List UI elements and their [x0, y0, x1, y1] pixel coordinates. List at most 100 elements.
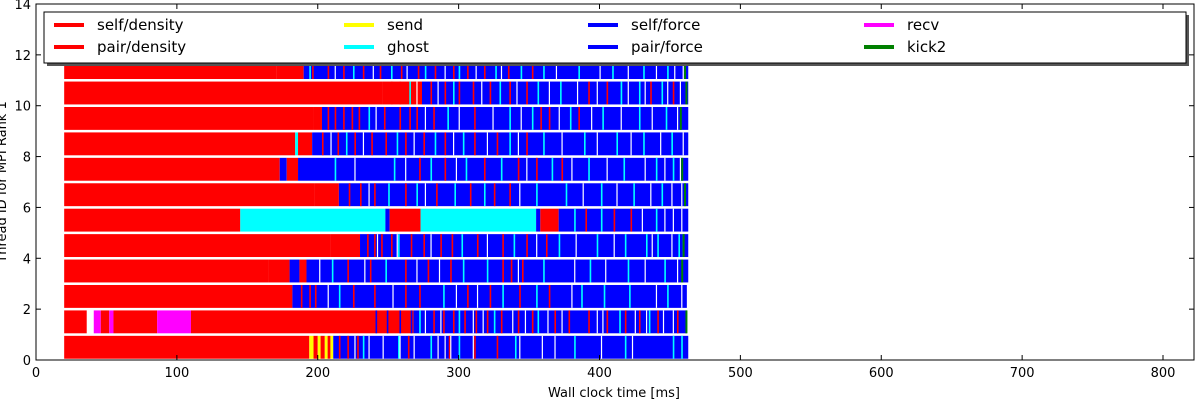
y-axis-label: Thread ID for MPI Rank 1 [0, 101, 10, 263]
task-sliver [596, 310, 598, 334]
task-sliver [405, 157, 407, 181]
task-bar [330, 335, 334, 359]
x-tick-label: 0 [32, 366, 40, 381]
thread-bars [64, 56, 689, 359]
task-sliver [486, 259, 489, 283]
task-sliver [655, 284, 658, 308]
task-sliver [547, 310, 549, 334]
task-sliver [334, 106, 337, 130]
task-sliver [405, 183, 407, 207]
x-tick-label: 200 [305, 366, 330, 381]
task-sliver [330, 132, 332, 156]
task-sliver [681, 335, 683, 359]
task-sliver [679, 157, 682, 181]
task-sliver [507, 56, 510, 80]
task-sliver [352, 56, 355, 80]
task-sliver [596, 81, 598, 105]
task-sliver [516, 81, 518, 105]
task-sliver [474, 132, 476, 156]
task-sliver [619, 310, 621, 334]
task-sliver [409, 106, 411, 130]
task-sliver [510, 259, 513, 283]
task-sliver [495, 56, 497, 80]
task-sliver [630, 132, 632, 156]
task-sliver [450, 335, 452, 359]
task-bar [64, 259, 269, 283]
legend-label: self/force [631, 16, 700, 34]
task-sliver [476, 234, 479, 258]
task-sliver [613, 208, 616, 232]
task-sliver [472, 335, 474, 359]
task-sliver [410, 234, 413, 258]
task-sliver [399, 335, 401, 359]
task-sliver [571, 157, 573, 181]
task-sliver [517, 310, 520, 334]
task-sliver [381, 234, 383, 258]
task-sliver [438, 259, 441, 283]
task-sliver [638, 106, 641, 130]
task-bar [324, 335, 328, 359]
task-sliver [657, 310, 659, 334]
task-sliver [300, 284, 303, 308]
task-sliver [620, 81, 623, 105]
task-sliver [416, 259, 418, 283]
task-sliver [331, 259, 334, 283]
task-sliver [451, 234, 454, 258]
task-sliver [624, 234, 627, 258]
task-sliver [424, 106, 427, 130]
task-sliver [362, 335, 365, 359]
task-sliver [436, 183, 438, 207]
task-sliver [482, 310, 484, 334]
legend-box [43, 11, 1187, 64]
task-sliver [651, 106, 653, 130]
task-sliver [474, 335, 476, 359]
task-sliver [602, 106, 604, 130]
task-sliver [452, 81, 455, 105]
task-bar [389, 208, 421, 232]
task-sliver [367, 234, 369, 258]
task-sliver [321, 132, 324, 156]
task-bar [279, 157, 287, 181]
task-bar [420, 208, 537, 232]
task-bar [292, 284, 687, 308]
task-sliver [461, 234, 464, 258]
task-sliver [368, 183, 370, 207]
task-bar [338, 183, 689, 207]
task-bar [314, 183, 339, 207]
task-sliver [416, 183, 418, 207]
task-sliver [406, 56, 408, 80]
task-sliver [343, 56, 345, 80]
task-sliver [676, 310, 679, 334]
task-sliver [486, 132, 489, 156]
task-bar [289, 259, 300, 283]
task-sliver [419, 310, 421, 334]
task-sliver [399, 81, 402, 105]
task-sliver [399, 106, 402, 130]
task-bar [327, 335, 331, 359]
task-sliver [645, 234, 648, 258]
task-sliver [588, 310, 590, 334]
task-sliver [430, 335, 433, 359]
task-bar [64, 310, 87, 334]
task-sliver [630, 208, 633, 232]
task-sliver [443, 310, 445, 334]
task-bar [295, 132, 299, 156]
x-tick-label: 800 [1151, 366, 1176, 381]
task-sliver [385, 132, 387, 156]
task-sliver [674, 56, 676, 80]
task-sliver [486, 310, 489, 334]
kick2-mark [679, 106, 682, 130]
task-sliver [489, 284, 492, 308]
task-sliver [624, 335, 627, 359]
task-sliver [496, 335, 499, 359]
task-sliver [526, 81, 528, 105]
task-sliver [392, 284, 394, 308]
task-sliver [338, 284, 341, 308]
task-sliver [413, 335, 415, 359]
task-sliver [672, 81, 675, 105]
task-sliver [631, 335, 634, 359]
task-sliver [576, 81, 579, 105]
task-sliver [455, 157, 458, 181]
task-sliver [660, 132, 662, 156]
task-sliver [450, 259, 452, 283]
